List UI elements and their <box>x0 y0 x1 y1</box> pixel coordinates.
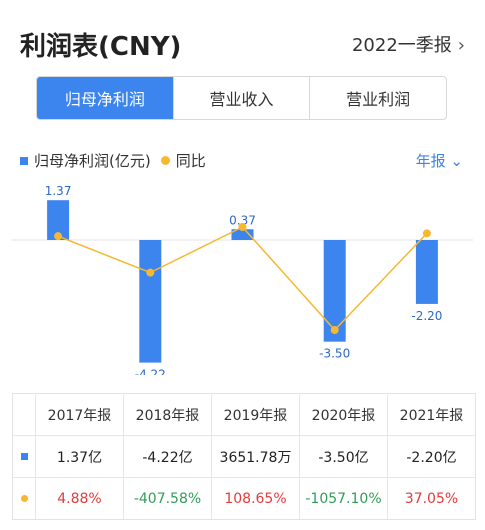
table-cell: -4.22亿 <box>123 436 211 477</box>
bar-marker-icon <box>20 453 28 460</box>
bar-value-label: -3.50 <box>319 347 350 361</box>
table-row-yoy: 4.88% -407.58% 108.65% -1057.10% 37.05% <box>13 478 475 519</box>
row-marker-cell <box>13 478 35 519</box>
table-cell: -3.50亿 <box>299 436 387 477</box>
bar-2020年报 <box>323 240 346 342</box>
bar-value-label: 1.37 <box>45 184 72 198</box>
table-row-profit: 1.37亿 -4.22亿 3651.78万 -3.50亿 -2.20亿 <box>13 436 475 478</box>
line-legend-marker <box>160 156 170 165</box>
yoy-point-2018年报 <box>146 268 155 277</box>
yoy-point-2019年报 <box>238 223 247 231</box>
chart-svg: 1.37 -4.22 0.37 -3.50 -2.20 <box>12 184 473 375</box>
chevron-down-icon: ⌄ <box>450 152 463 170</box>
report-type-label: 年报 <box>415 152 446 170</box>
table-header-cell: 2021年报 <box>387 394 475 435</box>
yoy-point-2020年报 <box>330 326 339 334</box>
table-header-cell: 2020年报 <box>299 394 387 435</box>
yoy-line <box>57 226 428 332</box>
profit-chart: 1.37 -4.22 0.37 -3.50 -2.20 <box>0 170 485 375</box>
bar-legend-marker <box>20 156 28 165</box>
header: 利润表(CNY) 2022一季报 › <box>0 0 485 80</box>
table-cell: -2.20亿 <box>387 436 475 477</box>
data-table: 2017年报 2018年报 2019年报 2020年报 2021年报 1.37亿… <box>12 393 476 520</box>
metric-tabs: 归母净利润 营业收入 营业利润 <box>36 76 447 120</box>
report-period-selector[interactable]: 2022一季报 › <box>352 31 465 57</box>
table-cell: 37.05% <box>387 478 475 519</box>
yoy-point-2017年报 <box>54 232 63 241</box>
table-cell: 108.65% <box>211 478 299 519</box>
chevron-right-icon: › <box>457 35 465 56</box>
table-corner-cell <box>13 394 35 435</box>
table-cell: 3651.78万 <box>211 436 299 477</box>
table-header-cell: 2019年报 <box>211 394 299 435</box>
table-cell: -407.58% <box>123 478 211 519</box>
bar-2021年报 <box>415 240 438 304</box>
report-type-dropdown[interactable]: 年报 ⌄ <box>416 150 463 171</box>
bar-value-label: 0.37 <box>229 213 256 227</box>
table-cell: -1057.10% <box>299 478 387 519</box>
tab-net-profit[interactable]: 归母净利润 <box>37 77 173 119</box>
page-title: 利润表(CNY) <box>20 32 182 62</box>
tab-operating-profit[interactable]: 营业利润 <box>309 77 446 119</box>
table-header-cell: 2017年报 <box>35 394 123 435</box>
table-cell: 4.88% <box>35 478 123 519</box>
bar-legend-label: 归母净利润(亿元) <box>34 152 151 170</box>
report-period-label: 2022一季报 <box>351 35 452 56</box>
bar-2019年报 <box>231 229 254 240</box>
table-header-cell: 2018年报 <box>123 394 211 435</box>
line-legend-label: 同比 <box>175 152 206 170</box>
chart-legend: 归母净利润(亿元) 同比 <box>20 150 206 171</box>
yoy-point-2021年报 <box>422 229 431 238</box>
bar-value-label: -2.20 <box>411 309 442 323</box>
table-header-row: 2017年报 2018年报 2019年报 2020年报 2021年报 <box>13 394 475 436</box>
bar-2017年报 <box>47 200 70 240</box>
dot-marker-icon <box>20 495 28 502</box>
tab-revenue[interactable]: 营业收入 <box>172 77 310 119</box>
table-cell: 1.37亿 <box>35 436 123 477</box>
row-marker-cell <box>13 436 35 477</box>
bar-value-label: -4.22 <box>135 368 166 375</box>
bar-2018年报 <box>139 240 162 363</box>
